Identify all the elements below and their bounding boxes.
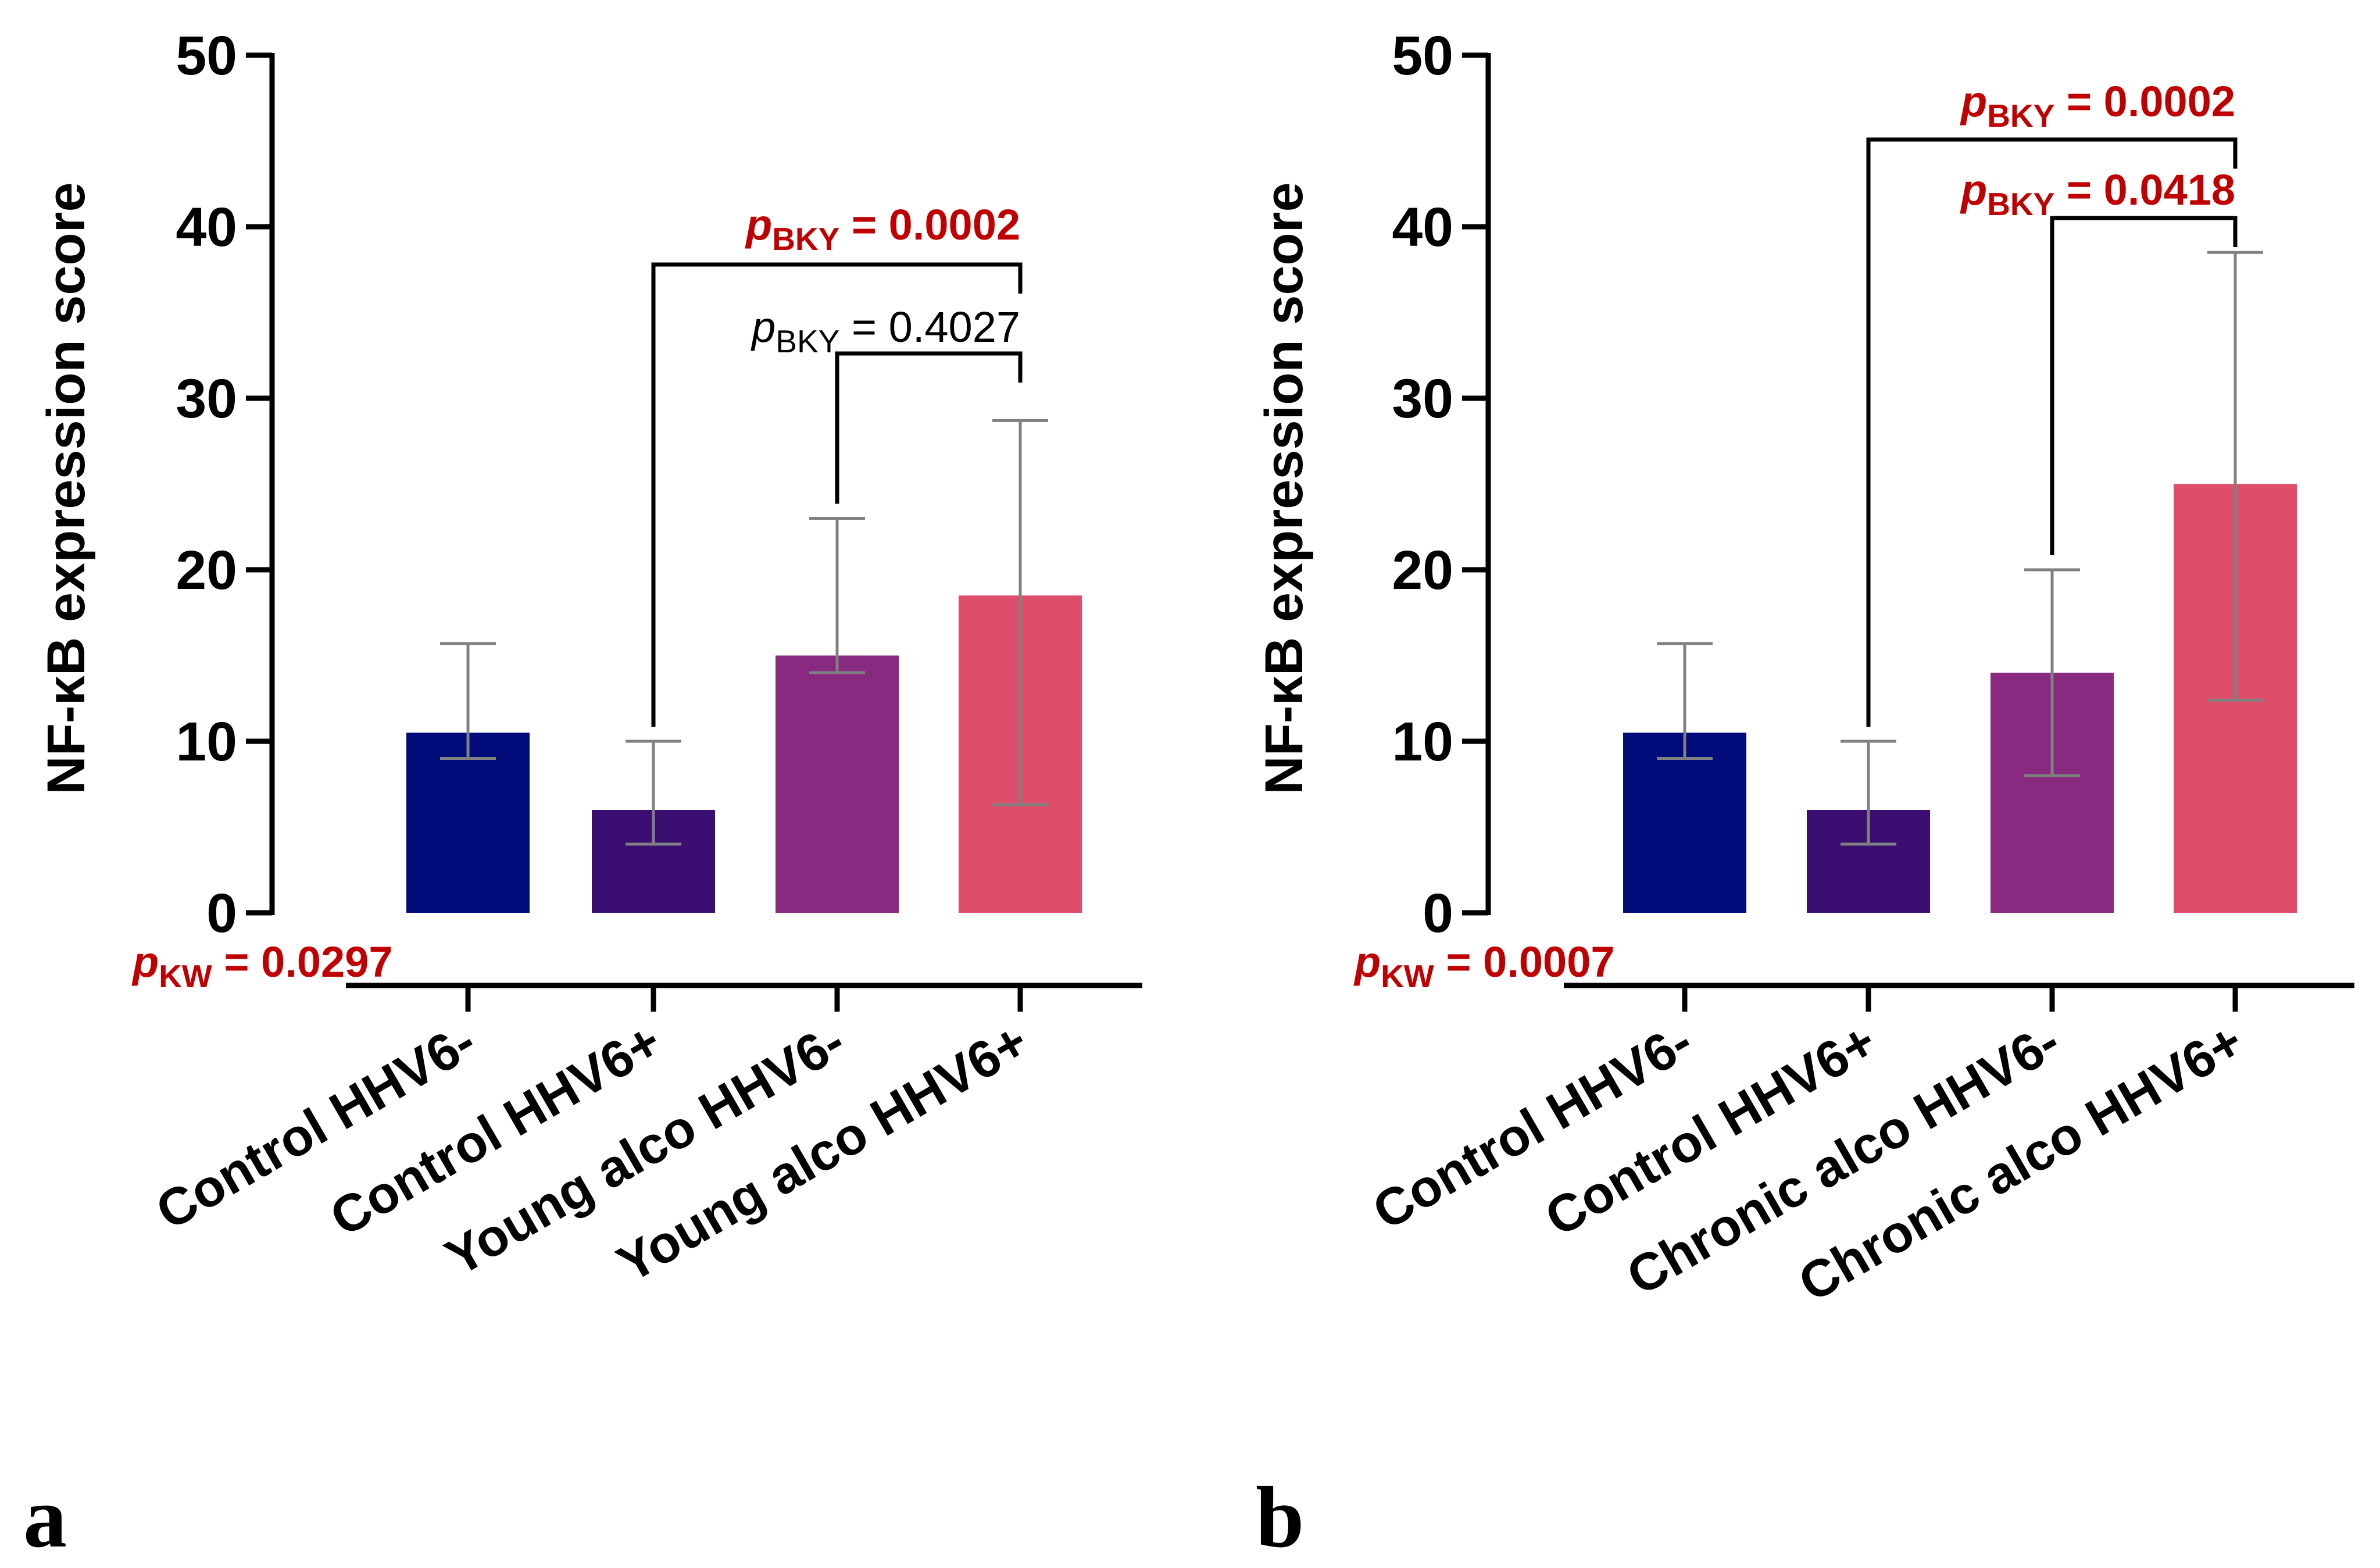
y-tick-label: 20 bbox=[1392, 540, 1453, 601]
bar bbox=[1623, 733, 1746, 913]
y-tick-label: 30 bbox=[1392, 368, 1453, 430]
bar bbox=[776, 655, 899, 913]
panel-letter: b bbox=[1256, 1469, 1304, 1566]
y-tick-label: 30 bbox=[176, 368, 237, 430]
y-tick-label: 0 bbox=[206, 883, 237, 944]
panel-letter: a bbox=[23, 1469, 67, 1566]
comparison-bracket bbox=[651, 262, 1023, 727]
y-tick-label: 40 bbox=[176, 197, 237, 258]
y-tick-label: 50 bbox=[176, 25, 237, 87]
y-tick-label: 10 bbox=[176, 711, 237, 773]
comparison-pvalue: pBKY = 0.4027 bbox=[751, 303, 1020, 359]
kw-pvalue: pKW = 0.0007 bbox=[1353, 938, 1615, 994]
y-axis-label: NF-κB expression score bbox=[37, 182, 96, 794]
kw-pvalue: pKW = 0.0297 bbox=[131, 938, 393, 994]
comparison-pvalue: pBKY = 0.0002 bbox=[1960, 77, 2235, 134]
panel-b: 0 10 20 30 40 50 NF-κB expression score Control… bbox=[1255, 25, 2354, 1566]
y-tick-label: 40 bbox=[1392, 197, 1453, 258]
comparison-bracket bbox=[2050, 216, 2238, 555]
comparison-pvalue: pBKY = 0.0002 bbox=[745, 201, 1020, 257]
comparison-bracket bbox=[835, 351, 1023, 504]
bar bbox=[406, 733, 530, 913]
x-tick-label: Control HHV6- bbox=[1363, 1012, 1702, 1241]
y-axis-label: NF-κB expression score bbox=[1255, 182, 1314, 794]
comparison-pvalue: pBKY = 0.0418 bbox=[1960, 166, 2235, 222]
y-tick-label: 10 bbox=[1392, 711, 1453, 773]
panel-a: 0 10 20 30 40 50 NF-κB expression score Control… bbox=[23, 25, 1142, 1566]
comparison-bracket bbox=[1866, 137, 2238, 727]
x-tick-label: Control HHV6- bbox=[146, 1012, 485, 1241]
y-tick-label: 20 bbox=[176, 540, 237, 601]
y-tick-label: 0 bbox=[1423, 883, 1453, 944]
y-tick-label: 50 bbox=[1392, 25, 1453, 87]
